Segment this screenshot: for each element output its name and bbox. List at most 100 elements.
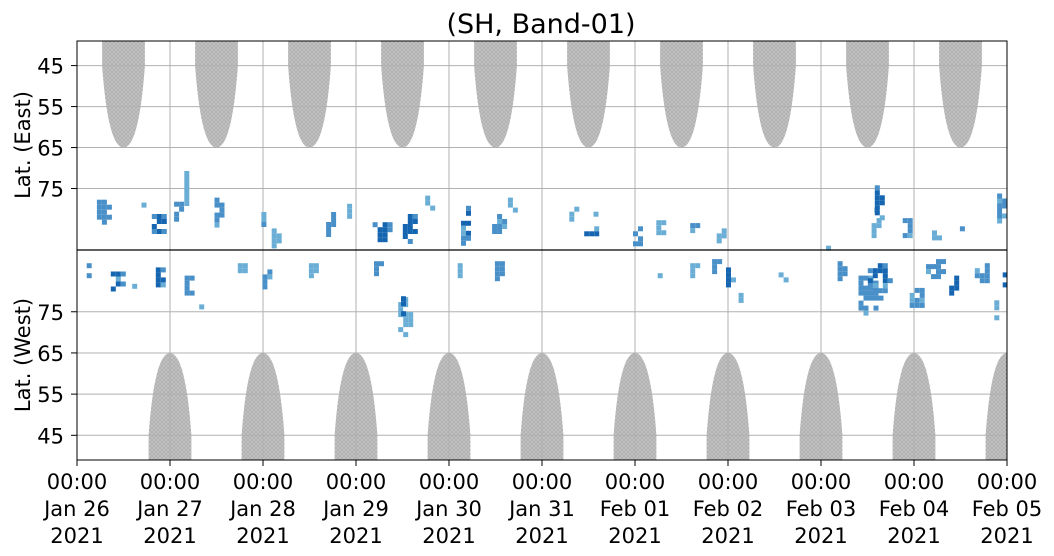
data-cell — [874, 205, 880, 211]
data-cell — [863, 290, 869, 296]
x-tick-time: 00:00 — [512, 470, 573, 494]
data-cell — [712, 259, 718, 265]
x-tick-time: 00:00 — [233, 470, 294, 494]
data-cell — [407, 229, 413, 234]
data-cell — [738, 292, 744, 298]
data-cell — [497, 229, 503, 234]
data-cell — [726, 282, 731, 288]
data-cell — [407, 219, 413, 224]
data-cell — [690, 263, 696, 269]
data-cell — [633, 241, 638, 247]
data-cell — [661, 230, 667, 236]
data-blob-west-18 — [738, 292, 744, 303]
data-cell — [874, 200, 880, 206]
data-cell — [101, 219, 107, 225]
data-blob-west-22 — [867, 263, 893, 294]
data-cell — [902, 218, 908, 224]
data-cell — [96, 199, 102, 205]
chart-title: (SH, Band-01) — [446, 9, 635, 40]
x-tick-time: 00:00 — [605, 470, 666, 494]
data-cell — [997, 218, 1003, 224]
data-cell — [997, 208, 1003, 214]
data-cell — [457, 268, 463, 274]
data-cell — [871, 233, 877, 239]
x-tick-date: Jan 29 — [321, 497, 389, 521]
data-cell — [461, 240, 466, 246]
data-cell — [882, 278, 888, 284]
data-cell — [96, 214, 102, 220]
data-blob-east-26 — [874, 185, 885, 221]
data-cell — [466, 210, 471, 216]
data-cell — [374, 266, 379, 272]
data-cell — [949, 285, 955, 291]
data-cell — [783, 277, 789, 283]
data-cell — [931, 264, 936, 270]
data-cell — [407, 214, 413, 219]
data-cell — [179, 206, 185, 212]
y-tick-label-west: 45 — [37, 424, 64, 448]
data-blob-west-0 — [86, 263, 92, 279]
data-cell — [842, 266, 848, 272]
daylight-mask — [102, 41, 1007, 460]
data-cell — [184, 191, 190, 196]
y-tick-label-west: 75 — [37, 301, 64, 325]
mask-lobe-east-4 — [474, 41, 517, 148]
data-cell — [842, 271, 848, 277]
x-tick-year: 2021 — [515, 524, 568, 548]
data-cell — [408, 312, 414, 318]
data-blob-east-12 — [425, 195, 436, 211]
data-cell — [507, 202, 513, 208]
data-cell — [633, 231, 638, 237]
data-cell — [96, 204, 102, 210]
data-blob-west-16 — [712, 259, 723, 275]
data-blob-east-8 — [326, 212, 337, 237]
x-tick-date: Jan 30 — [414, 497, 482, 521]
data-cell — [879, 200, 885, 206]
data-cell — [184, 196, 190, 201]
data-cell — [402, 234, 408, 239]
data-cell — [184, 280, 190, 286]
data-blob-east-21 — [690, 223, 701, 234]
data-cell — [261, 222, 267, 227]
data-cell — [994, 315, 1000, 321]
data-cell — [994, 300, 1000, 306]
data-cell — [156, 219, 162, 224]
data-cell — [507, 197, 513, 203]
mask-lobe-east-2 — [288, 41, 331, 148]
data-cell — [1002, 203, 1007, 209]
data-cell — [402, 229, 408, 234]
data-cell — [594, 231, 600, 237]
data-cell — [638, 236, 643, 242]
data-cell — [494, 271, 500, 277]
data-cell — [184, 171, 190, 176]
data-blob-east-18 — [593, 211, 599, 217]
data-cell — [242, 268, 248, 274]
data-blob-east-30 — [997, 193, 1007, 224]
data-cell — [914, 302, 920, 308]
data-cell — [919, 287, 925, 293]
data-cell — [403, 317, 409, 323]
data-cell — [974, 273, 980, 279]
data-cell — [902, 233, 908, 239]
data-cell — [412, 229, 418, 234]
data-cell — [721, 233, 727, 239]
data-cell — [331, 217, 337, 222]
data-cell — [726, 277, 731, 283]
data-cell — [214, 202, 220, 208]
data-cell — [574, 206, 580, 212]
data-cell — [863, 310, 869, 316]
x-tick-time: 00:00 — [419, 470, 480, 494]
data-cell — [155, 267, 161, 273]
x-tick-date: Jan 27 — [135, 497, 203, 521]
data-cell — [184, 186, 190, 191]
data-cell — [497, 224, 503, 229]
data-cell — [867, 278, 873, 284]
data-cell — [826, 245, 831, 251]
data-cell — [497, 214, 503, 219]
data-cell — [387, 222, 393, 228]
data-blob-west-20 — [837, 261, 848, 282]
data-cell — [874, 210, 880, 216]
x-tick-year: 2021 — [887, 524, 940, 548]
data-cell — [919, 302, 925, 308]
y-axis-label-west: Lat. (West) — [11, 298, 35, 412]
